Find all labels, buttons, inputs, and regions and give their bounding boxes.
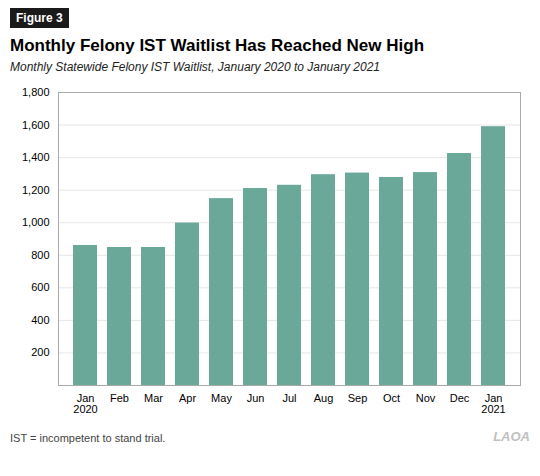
svg-text:1,200: 1,200: [22, 184, 50, 196]
svg-text:Jul: Jul: [282, 392, 296, 404]
html-text:LAOA: LAOA: [493, 429, 530, 444]
svg-text:400: 400: [31, 314, 49, 326]
html-text:Monthly Statewide Felony IST W: Monthly Statewide Felony IST Waitlist, J…: [10, 60, 380, 74]
svg-text:Feb: Feb: [110, 392, 129, 404]
svg-text:Apr: Apr: [179, 392, 196, 404]
svg-text:Jan2021: Jan2021: [481, 392, 505, 415]
svg-text:800: 800: [31, 249, 49, 261]
svg-text:Nov: Nov: [416, 392, 436, 404]
svg-text:Jun: Jun: [247, 392, 265, 404]
svg-text:1,600: 1,600: [22, 119, 50, 131]
svg-text:Dec: Dec: [450, 392, 470, 404]
svg-text:1,800: 1,800: [22, 86, 50, 98]
svg-text:1,000: 1,000: [22, 216, 50, 228]
html-text:IST = incompetent to stand tri: IST = incompetent to stand trial.: [10, 432, 166, 444]
svg-text:Mar: Mar: [144, 392, 163, 404]
svg-text:600: 600: [31, 281, 49, 293]
html-text:Figure 3: Figure 3: [16, 11, 63, 25]
svg-text:Oct: Oct: [383, 392, 400, 404]
svg-text:Sep: Sep: [348, 392, 368, 404]
html-text:Monthly Felony IST Waitlist Ha: Monthly Felony IST Waitlist Has Reached …: [10, 36, 424, 55]
svg-text:Aug: Aug: [314, 392, 334, 404]
svg-text:Jan2020: Jan2020: [73, 392, 97, 415]
svg-text:1,400: 1,400: [22, 151, 50, 163]
svg-text:200: 200: [31, 346, 49, 358]
svg-text:May: May: [211, 392, 232, 404]
